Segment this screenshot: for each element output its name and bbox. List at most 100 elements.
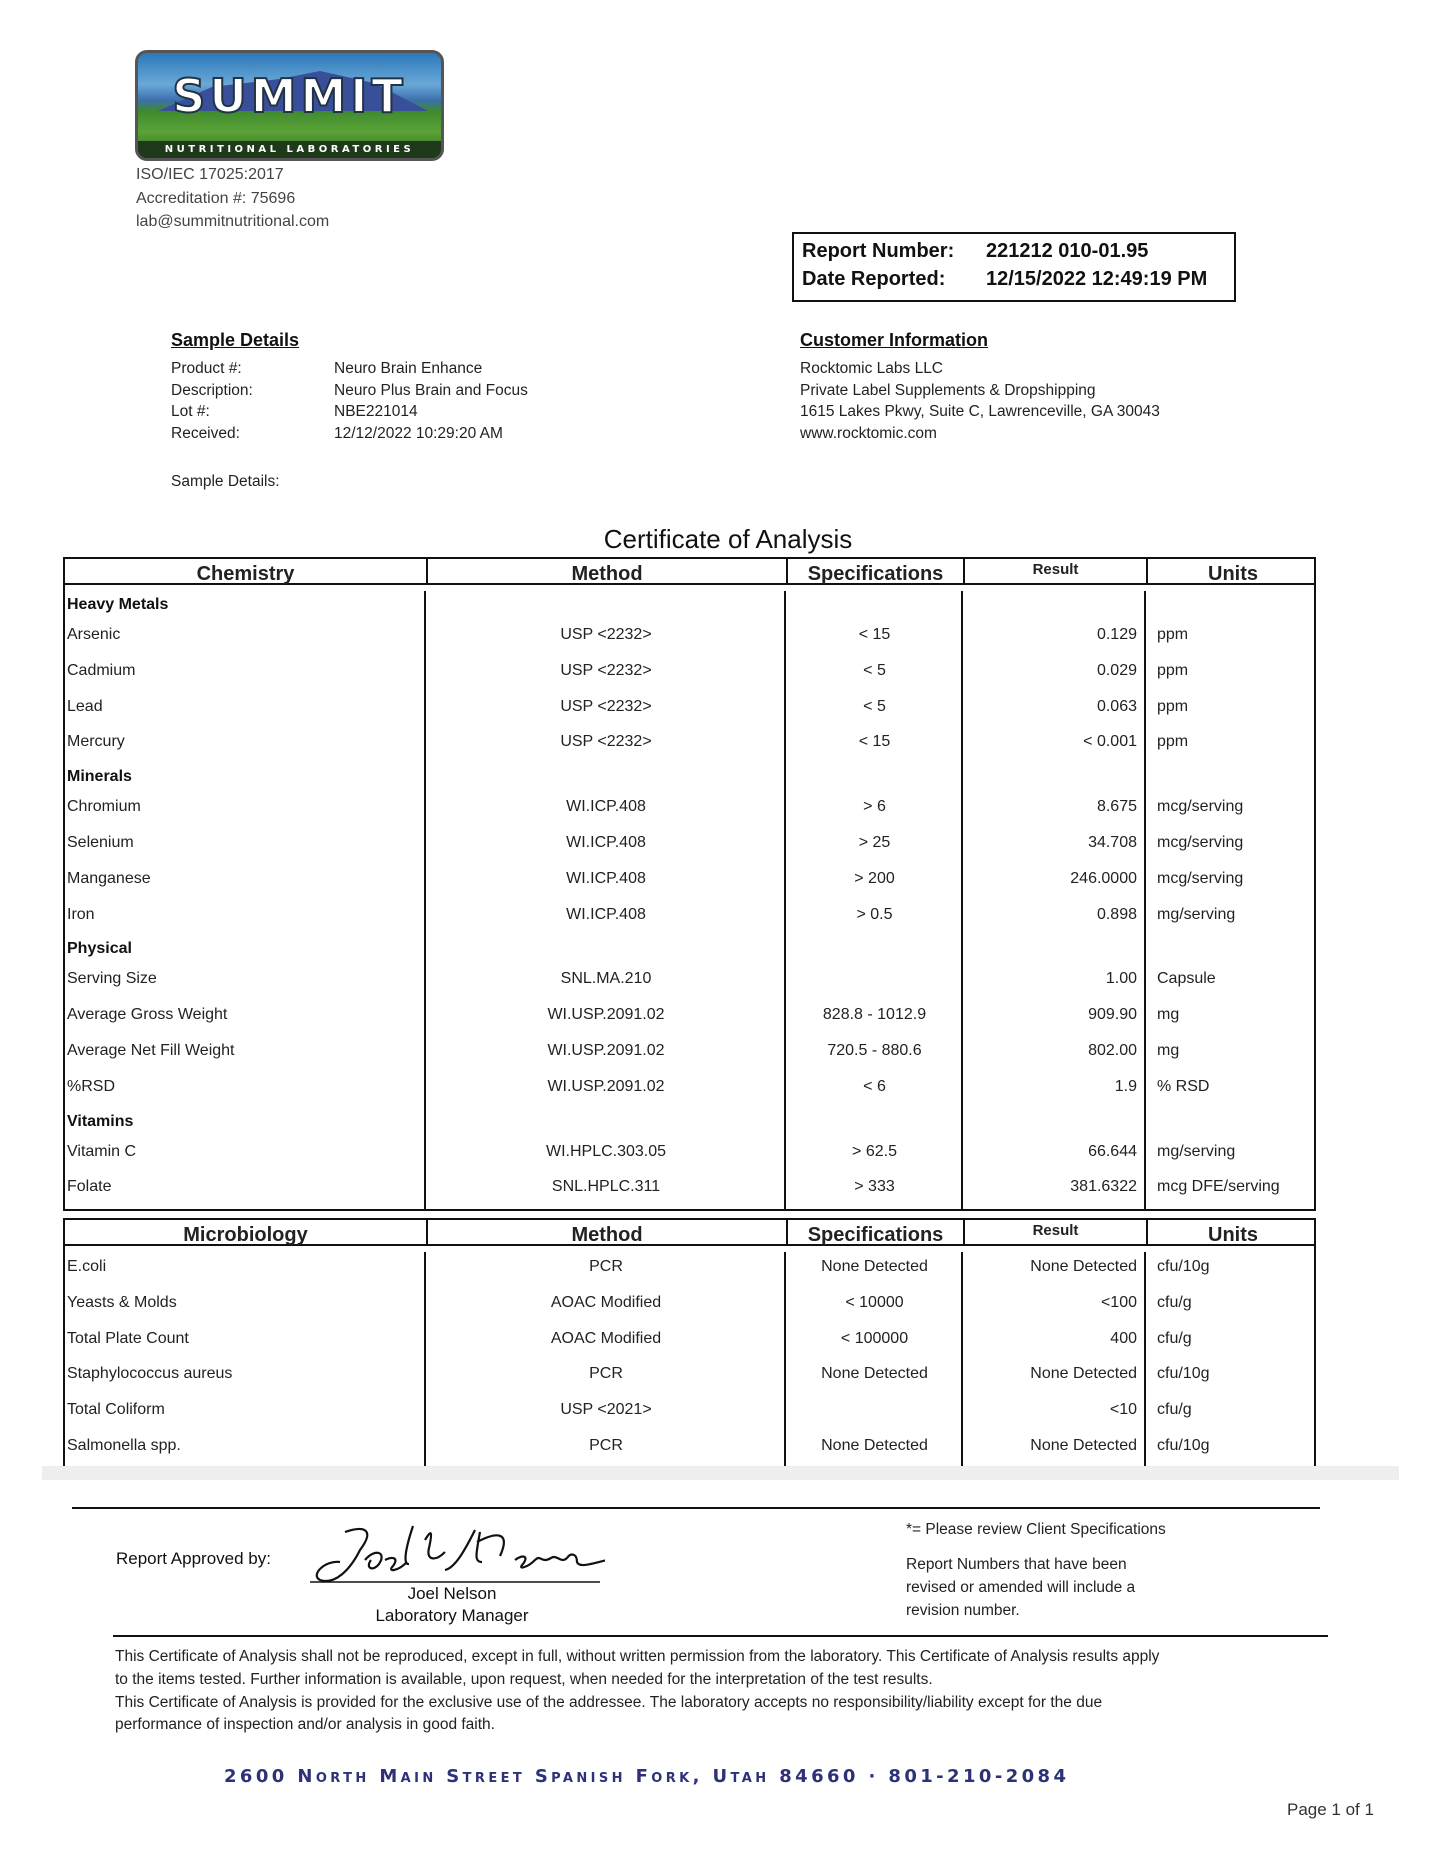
result: 66.644 <box>1088 1142 1137 1160</box>
analyte: Folate <box>67 1178 112 1196</box>
disclaimer-line: performance of inspection and/or analysi… <box>115 1716 495 1733</box>
units: mcg/serving <box>1157 798 1244 816</box>
result: < 0.001 <box>1083 733 1137 751</box>
analyte: Average Gross Weight <box>67 1006 228 1024</box>
analyte: %RSD <box>67 1077 116 1095</box>
category-name: Heavy Metals <box>67 596 169 613</box>
table-row: Staphylococcus aureus PCR None Detected Non… <box>65 1356 1314 1392</box>
column-divider <box>784 591 786 1210</box>
category-row: Physical <box>65 932 1314 961</box>
customer-line: www.rocktomic.com <box>800 424 937 442</box>
disclaimer-line: This Certificate of Analysis is provided… <box>115 1694 1103 1711</box>
specification: > 62.5 <box>852 1142 897 1160</box>
analyte: Average Net Fill Weight <box>67 1041 235 1059</box>
certificate-title: Certificate of Analysis <box>603 524 853 554</box>
column-divider <box>961 591 963 1210</box>
units: cfu/g <box>1157 1401 1192 1419</box>
category-row: Heavy Metals <box>65 588 1314 617</box>
table-header: Microbiology Method Specifications Result Un… <box>63 1218 1316 1246</box>
date-reported-label: Date Reported: <box>802 268 946 290</box>
table-row: Mercury USP <2232> < 15 < 0.001 ppm <box>65 724 1314 760</box>
approved-by-label: Report Approved by: <box>116 1549 271 1568</box>
table-row: Salmonella spp. PCR None Detected None Dete… <box>65 1428 1314 1464</box>
disclaimer-line: to the items tested. Further information… <box>115 1671 933 1688</box>
method: SNL.MA.210 <box>560 970 652 988</box>
sample-field-label: Description: <box>171 381 253 399</box>
method: WI.HPLC.303.05 <box>545 1142 667 1160</box>
specification: > 200 <box>854 869 895 887</box>
table-row: Selenium WI.ICP.408 > 25 34.708 mcg/serving <box>65 825 1314 861</box>
table-row: Chromium WI.ICP.408 > 6 8.675 mcg/serving <box>65 789 1314 825</box>
method: USP <2232> <box>560 697 652 715</box>
header-units: Units <box>1146 559 1318 585</box>
sample-field-label: Product #: <box>171 360 242 377</box>
chemistry-table: Chemistry Method Specifications Result Units… <box>63 557 1318 1212</box>
units: cfu/10g <box>1157 1258 1210 1275</box>
method: USP <2021> <box>560 1401 652 1419</box>
revision-note-1: Report Numbers that have been <box>906 1556 1127 1573</box>
table-row: Folate SNL.HPLC.311 > 333 381.6322 mcg DFE/s… <box>65 1169 1314 1205</box>
units: mcg/serving <box>1157 833 1244 851</box>
analyte: Total Coliform <box>67 1401 165 1419</box>
column-divider <box>961 1252 963 1468</box>
table-body: E.coli PCR None Detected None Detected cfu/1… <box>63 1246 1316 1470</box>
units: mg/serving <box>1157 1142 1236 1160</box>
analyte: E.coli <box>67 1258 107 1275</box>
sample-field-value: Neuro Plus Brain and Focus <box>334 381 528 399</box>
method: WI.USP.2091.02 <box>547 1041 665 1059</box>
method: USP <2232> <box>560 733 652 751</box>
result: 1.9 <box>1114 1077 1137 1095</box>
specification: < 5 <box>863 661 886 679</box>
analyte: Iron <box>67 905 95 923</box>
units: mg/serving <box>1157 905 1236 923</box>
summit-logo: SUMMIT NUTRITIONAL LABORATORIES <box>135 50 444 161</box>
result: 8.675 <box>1096 798 1137 816</box>
specification: > 25 <box>858 833 891 851</box>
specification: > 0.5 <box>856 905 893 923</box>
method: WI.USP.2091.02 <box>547 1077 665 1095</box>
result: 34.708 <box>1088 833 1137 851</box>
client-spec-note: *= Please review Client Specifications <box>906 1521 1166 1538</box>
table-row: E.coli PCR None Detected None Detected cfu/1… <box>65 1249 1314 1285</box>
units: cfu/10g <box>1157 1436 1210 1454</box>
analyte: Chromium <box>67 798 141 816</box>
analyte: Cadmium <box>67 661 136 679</box>
page-number: Page 1 of 1 <box>1287 1800 1374 1819</box>
method: WI.ICP.408 <box>566 869 646 887</box>
signature <box>305 1520 608 1595</box>
grey-band <box>42 1466 1399 1480</box>
header-method: Method <box>426 559 786 585</box>
category-name: Minerals <box>67 768 132 786</box>
header-name: Microbiology <box>183 1224 308 1246</box>
customer-line: 1615 Lakes Pkwy, Suite C, Lawrenceville,… <box>800 403 1160 420</box>
category-row: Minerals <box>65 760 1314 789</box>
analyte: Lead <box>67 697 103 715</box>
logo-wordmark: SUMMIT <box>171 68 407 124</box>
method: WI.USP.2091.02 <box>547 1006 665 1024</box>
analyte: Salmonella spp. <box>67 1436 181 1454</box>
header-result: Result <box>963 1220 1146 1244</box>
sample-details-label: Sample Details: <box>171 473 280 490</box>
specification: > 333 <box>854 1178 895 1196</box>
report-number-label: Report Number: <box>802 240 955 262</box>
lab-email: lab@summitnutritional.com <box>136 213 330 230</box>
result: 381.6322 <box>1070 1178 1137 1196</box>
method: WI.ICP.408 <box>566 798 646 816</box>
units: ppm <box>1157 661 1189 679</box>
header-specifications: Specifications <box>786 1220 963 1246</box>
result: None Detected <box>1030 1365 1137 1383</box>
method: SNL.HPLC.311 <box>551 1178 661 1196</box>
method: PCR <box>589 1436 623 1454</box>
method: PCR <box>589 1258 623 1275</box>
units: cfu/g <box>1157 1293 1192 1311</box>
report-number: 221212 010-01.95 <box>986 240 1149 262</box>
result: None Detected <box>1030 1436 1137 1454</box>
units: mg <box>1157 1006 1180 1024</box>
result: <10 <box>1109 1401 1137 1419</box>
specification: 720.5 - 880.6 <box>827 1041 922 1059</box>
units: ppm <box>1157 626 1189 643</box>
table-row: Arsenic USP <2232> < 15 0.129 ppm <box>65 617 1314 653</box>
result: 802.00 <box>1088 1041 1137 1059</box>
header-result: Result <box>963 559 1146 583</box>
specification: < 10000 <box>845 1293 904 1311</box>
